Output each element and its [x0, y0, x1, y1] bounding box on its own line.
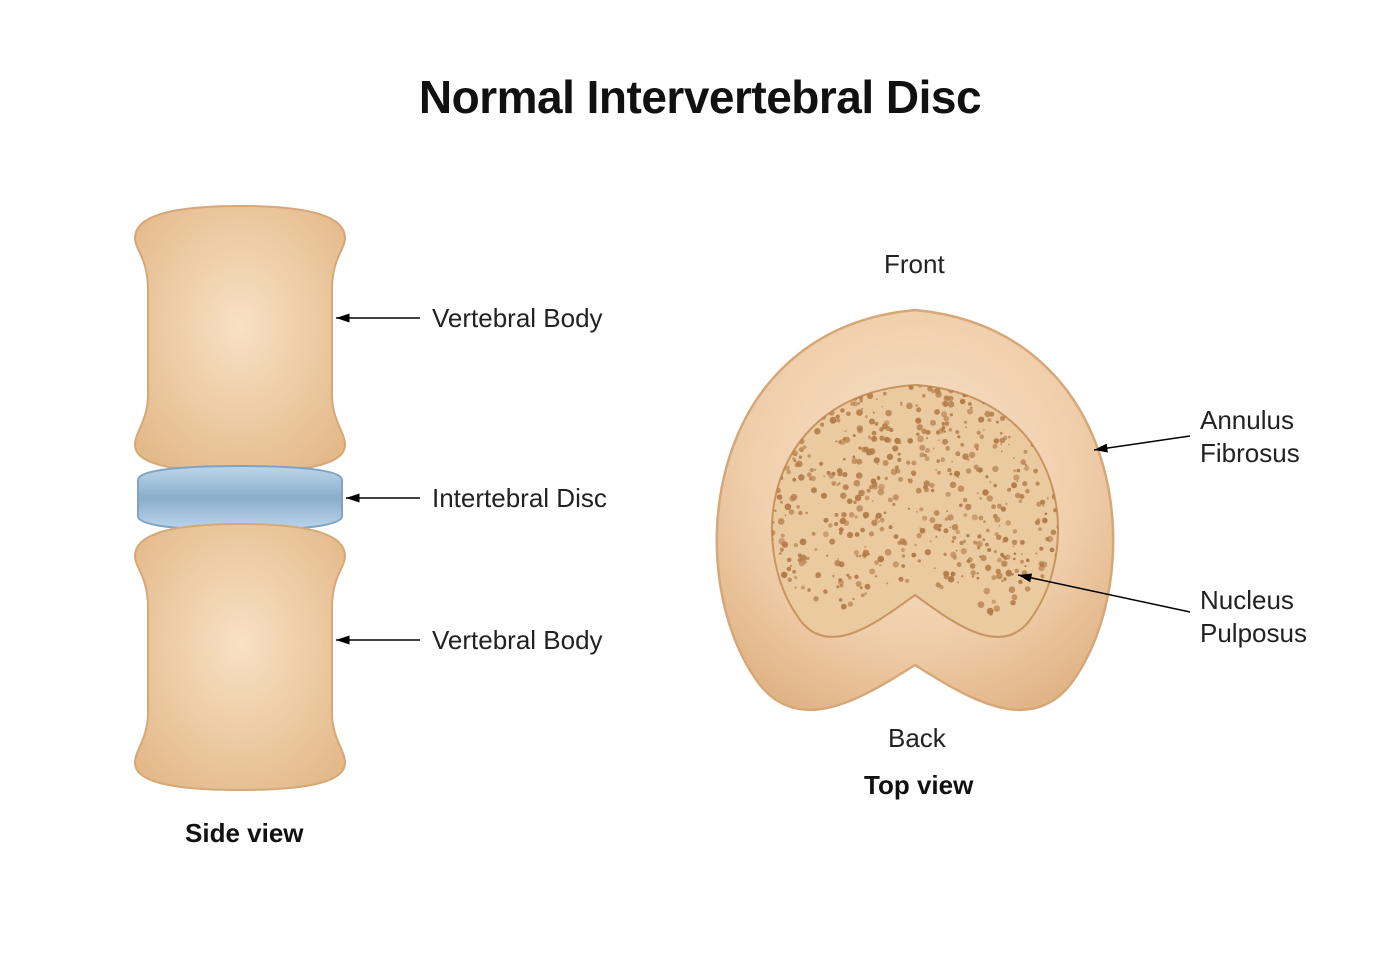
label-back: Back — [888, 722, 946, 755]
arrow-annulus — [1094, 436, 1190, 450]
diagram-stage: Normal Intervertebral Disc — [0, 0, 1400, 980]
vertebra-lower-shape — [135, 524, 345, 790]
disc-shape — [138, 466, 342, 530]
label-front: Front — [884, 248, 945, 281]
caption-side-view: Side view — [185, 818, 304, 849]
caption-top-view: Top view — [864, 770, 973, 801]
label-intervertebral-disc: Intertebral Disc — [432, 482, 607, 515]
label-vertebral-body-lower: Vertebral Body — [432, 624, 603, 657]
label-nucleus-pulposus: Nucleus Pulposus — [1200, 584, 1307, 649]
label-annulus-fibrosus: Annulus Fibrosus — [1200, 404, 1300, 469]
label-vertebral-body-upper: Vertebral Body — [432, 302, 603, 335]
vertebra-upper-shape — [135, 206, 345, 472]
